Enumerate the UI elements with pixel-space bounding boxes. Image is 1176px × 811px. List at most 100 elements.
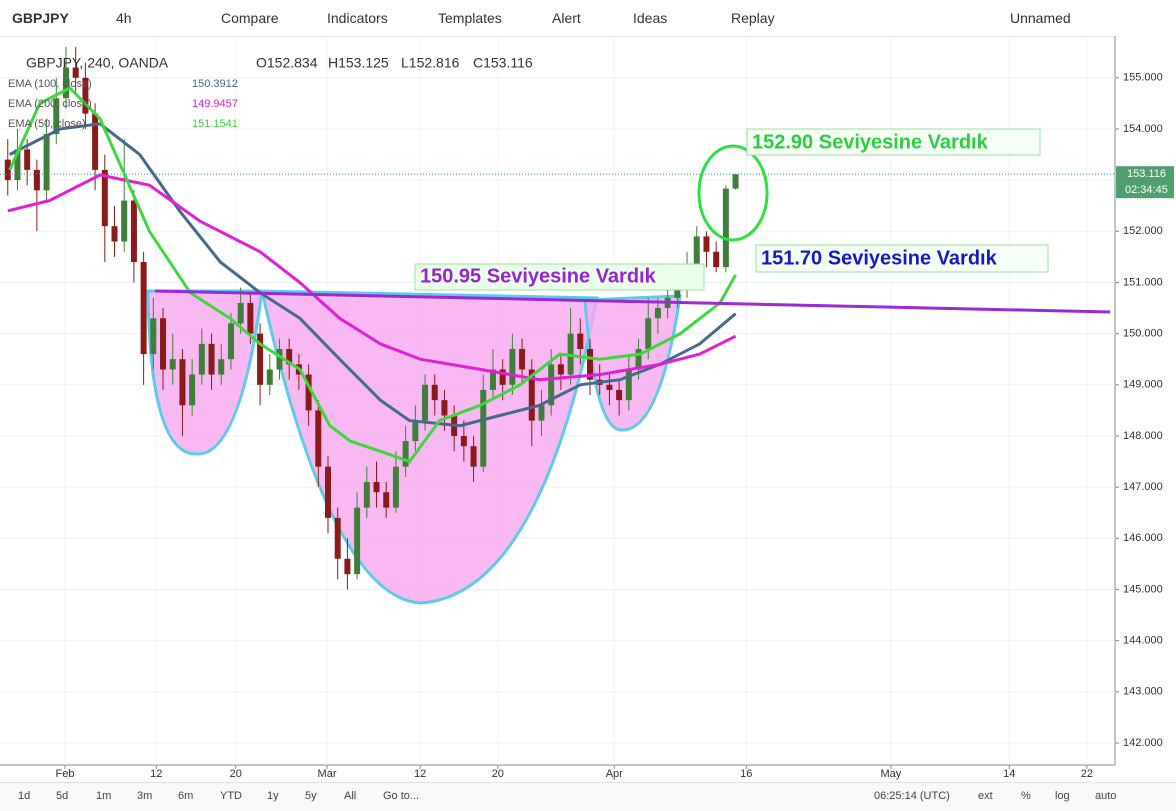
legend-close: C153.116 <box>473 55 533 71</box>
candle-body <box>422 384 429 421</box>
candle-body <box>227 323 234 360</box>
candle-body <box>198 343 205 375</box>
y-tick-label: 152.000 <box>1123 225 1163 237</box>
range-button[interactable]: All <box>344 790 357 802</box>
layout-name[interactable]: Unnamed <box>1010 10 1071 26</box>
candle-body <box>24 149 31 170</box>
candle-body <box>606 384 613 390</box>
candle-body <box>344 558 351 575</box>
right-shoulder <box>583 294 682 432</box>
candle-body <box>577 333 584 349</box>
candle-body <box>383 492 390 508</box>
y-tick-label: 150.000 <box>1123 328 1163 340</box>
candle-body <box>218 359 225 375</box>
candle-body <box>548 364 555 406</box>
ema-line <box>9 122 737 428</box>
legend-entry: EMA (50, close) <box>8 118 86 130</box>
templates-button[interactable]: Templates <box>438 10 502 26</box>
candle-body <box>14 149 21 181</box>
price-axis <box>1115 36 1176 782</box>
candle-body <box>53 98 60 135</box>
range-button[interactable]: 1y <box>267 790 279 802</box>
y-tick-label: 142.000 <box>1123 737 1163 749</box>
range-button[interactable]: 1m <box>96 790 112 802</box>
legend-low: L152.816 <box>401 55 460 71</box>
candle-body <box>509 348 516 385</box>
candle-body <box>538 405 545 421</box>
candle-body <box>732 174 739 189</box>
option-button[interactable]: auto <box>1095 790 1117 802</box>
symbol[interactable]: GBPJPY <box>12 10 69 26</box>
candle-body <box>363 482 370 508</box>
x-tick-label: May <box>880 768 901 780</box>
interval[interactable]: 4h <box>116 10 132 26</box>
option-button[interactable]: % <box>1021 790 1031 802</box>
candle-body <box>130 200 137 262</box>
candle-body <box>247 302 254 334</box>
candle-body <box>693 236 700 268</box>
legend-value: 150.3912 <box>192 78 238 90</box>
x-tick-label: Mar <box>318 768 337 780</box>
candle-body <box>616 389 623 401</box>
candle-body <box>72 67 79 78</box>
candle-body <box>121 200 128 242</box>
annotation: 151.70 Seviyesine Vardık <box>761 247 998 269</box>
candle-body <box>237 302 244 324</box>
candle-body <box>412 420 419 442</box>
candle-body <box>305 374 312 411</box>
last-price-box <box>1116 166 1174 199</box>
indicators-button[interactable]: Indicators <box>327 10 388 26</box>
compare-button[interactable]: Compare <box>221 10 279 26</box>
annotation-box <box>746 128 1041 156</box>
candle-body <box>33 169 40 191</box>
candle-body <box>111 226 118 242</box>
candle-body <box>489 369 496 390</box>
x-tick-label: 20 <box>230 768 242 780</box>
candle-body <box>392 466 399 508</box>
legend: GBPJPY, 240, OANDA O152.834 H153.125 L15… <box>26 55 533 71</box>
range-button[interactable]: 1d <box>18 790 31 802</box>
x-tick-label: Feb <box>56 768 75 780</box>
replay-button[interactable]: Replay <box>731 10 775 26</box>
candle-body <box>324 466 331 518</box>
candle-body <box>160 318 167 370</box>
y-tick-label: 149.000 <box>1123 379 1163 391</box>
candle-body <box>587 348 594 380</box>
candle-body <box>150 318 157 355</box>
annotation-box <box>414 263 705 291</box>
alert-button[interactable]: Alert <box>552 10 581 26</box>
y-tick-label: 146.000 <box>1123 532 1163 544</box>
candle-body <box>62 67 69 99</box>
ema-line <box>8 86 737 464</box>
y-tick-label: 154.000 <box>1123 123 1163 135</box>
option-button[interactable]: log <box>1055 790 1070 802</box>
pattern-drawing <box>146 289 682 605</box>
legend-high: H153.125 <box>328 55 389 71</box>
range-button[interactable]: 3m <box>137 790 153 802</box>
y-tick-label: 147.000 <box>1123 481 1163 493</box>
range-button[interactable]: 6m <box>178 790 194 802</box>
y-tick-label: 148.000 <box>1123 430 1163 442</box>
y-tick-label: 151.000 <box>1123 276 1163 288</box>
candle-body <box>470 446 477 467</box>
candle-body <box>4 159 11 181</box>
x-tick-label: 12 <box>414 768 426 780</box>
candle-body <box>189 374 196 406</box>
candle-body <box>140 261 147 355</box>
candle-body <box>266 369 273 385</box>
ideas-button[interactable]: Ideas <box>633 10 668 26</box>
range-button[interactable]: YTD <box>220 790 242 802</box>
option-button[interactable]: ext <box>978 790 993 802</box>
x-tick-label: 16 <box>740 768 752 780</box>
candle-body <box>179 359 186 406</box>
candle-body <box>645 318 652 349</box>
legend-open: O152.834 <box>256 55 318 71</box>
countdown: 02:34:45 <box>1125 184 1168 196</box>
range-button[interactable]: 5d <box>56 790 69 802</box>
candle-body <box>703 236 710 252</box>
goto-button[interactable]: Go to... <box>383 790 420 802</box>
candle-body <box>654 308 661 319</box>
range-button[interactable]: 5y <box>305 790 317 802</box>
y-tick-label: 145.000 <box>1123 583 1163 595</box>
